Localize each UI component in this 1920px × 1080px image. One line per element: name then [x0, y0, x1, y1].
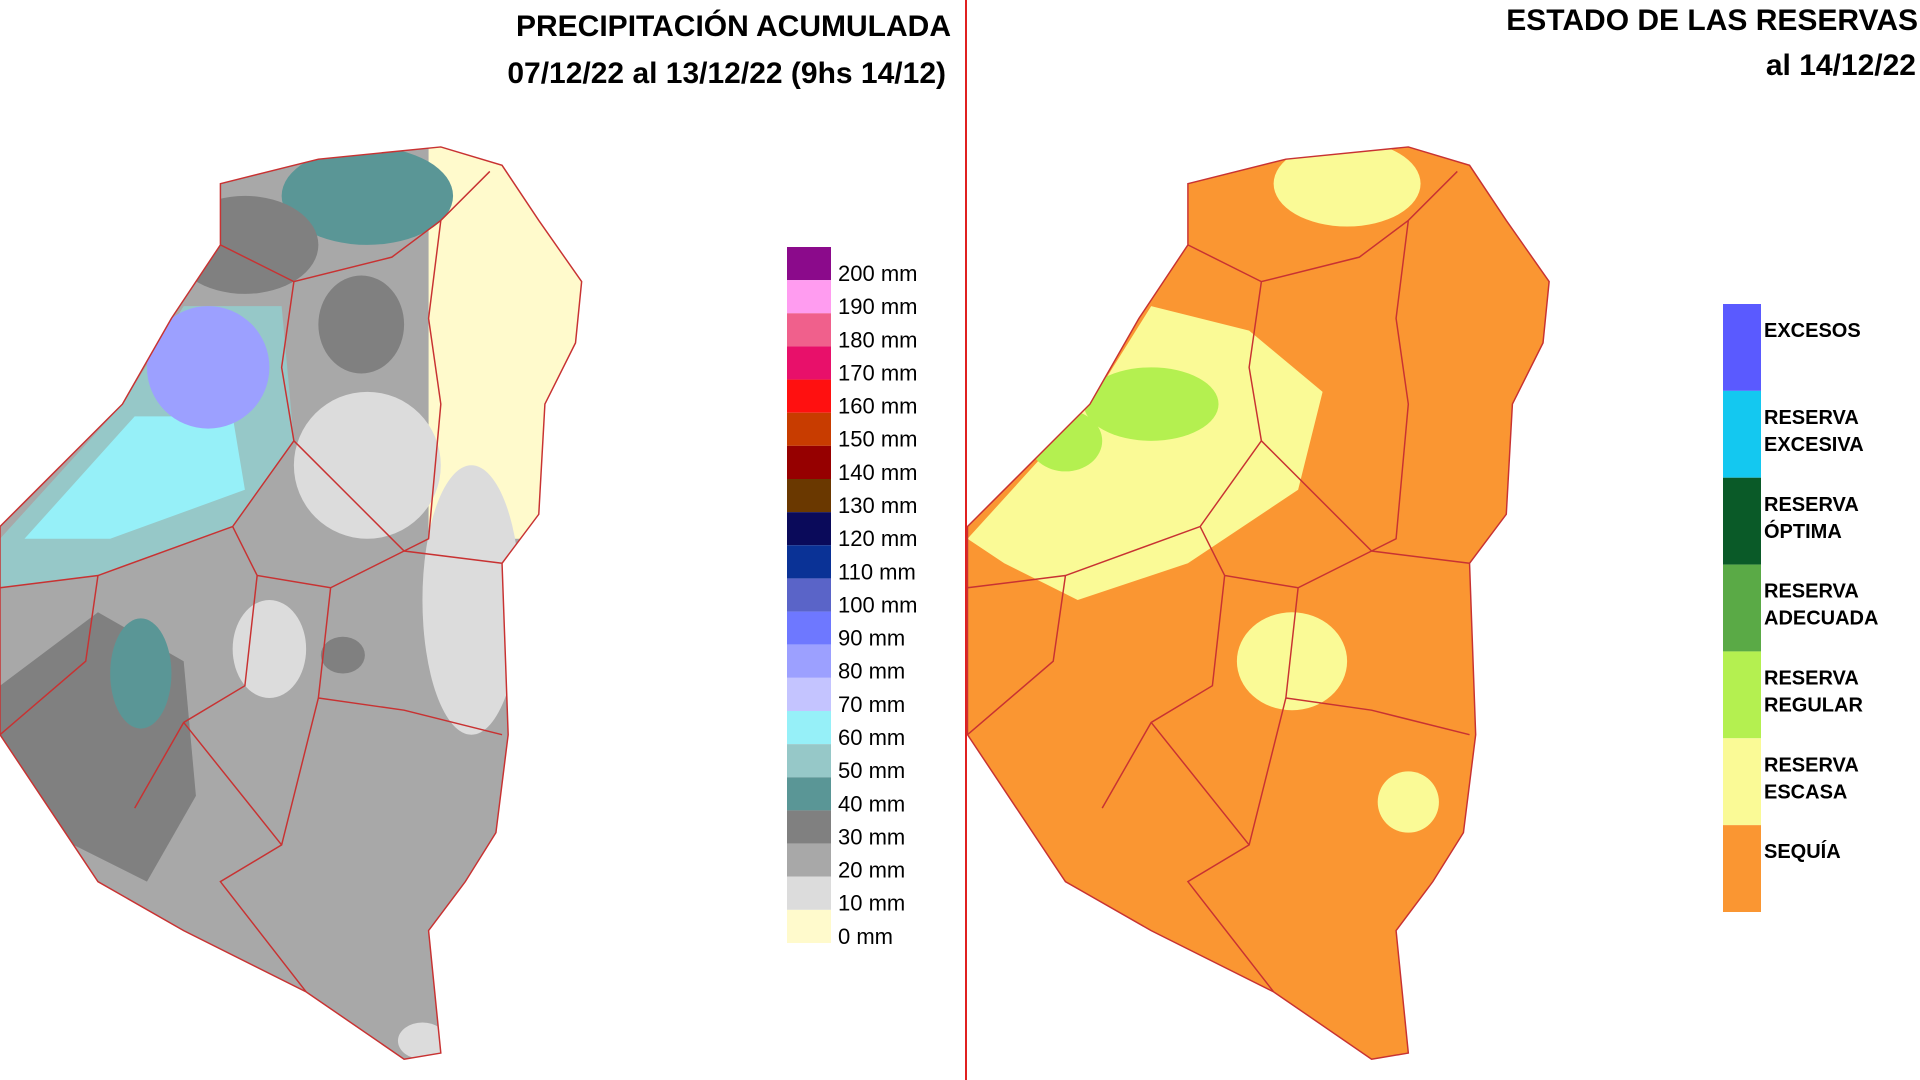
legend-swatch — [787, 545, 831, 579]
legend-label: EXCESIVA — [1764, 434, 1864, 456]
legend-swatch — [787, 247, 831, 281]
legend-label: RESERVA — [1764, 494, 1859, 516]
legend-label: 10 mm — [838, 891, 905, 916]
legend-label: 70 mm — [838, 692, 905, 717]
reserve-map — [966, 146, 1550, 1060]
legend-label: 20 mm — [838, 858, 905, 883]
legends: 200 mm 190 mm 180 mm 170 mm 160 mm 150 mm 140 … — [787, 247, 1878, 949]
legend-label: RESERVA — [1764, 407, 1859, 429]
legend-label: 130 mm — [838, 493, 917, 518]
legend-label: 160 mm — [838, 394, 917, 419]
legend-label: 200 mm — [838, 261, 917, 286]
legend-label: RESERVA — [1764, 581, 1859, 603]
legend-label: ADECUADA — [1764, 608, 1878, 630]
legend-label: 170 mm — [838, 360, 917, 385]
legend-swatch — [787, 777, 831, 811]
legend-swatch — [1723, 564, 1761, 652]
legend-swatch — [787, 876, 831, 910]
legend-swatch — [787, 677, 831, 711]
legend-label: 0 mm — [838, 924, 893, 949]
legend-label: REGULAR — [1764, 695, 1863, 717]
legend-swatch — [1723, 477, 1761, 565]
legend-swatch — [787, 711, 831, 745]
legend-label: RESERVA — [1764, 754, 1859, 776]
legend-label: ÓPTIMA — [1764, 519, 1842, 543]
legend-swatch — [1723, 825, 1761, 912]
legend-swatch — [787, 346, 831, 380]
legend-label: 110 mm — [838, 559, 916, 584]
legend-label: 140 mm — [838, 460, 917, 485]
right-title: ESTADO DE LAS RESERVAS — [1506, 4, 1918, 37]
legend-swatch — [787, 644, 831, 678]
legend-label: 120 mm — [838, 526, 917, 551]
legend-label: RESERVA — [1764, 668, 1859, 690]
legend-label: 100 mm — [838, 592, 917, 617]
legend-label: 90 mm — [838, 626, 905, 651]
legend-label: 50 mm — [838, 758, 905, 783]
legend-swatch — [787, 412, 831, 446]
legend-label: 40 mm — [838, 791, 905, 816]
left-subtitle: 07/12/22 al 13/12/22 (9hs 14/12) — [507, 57, 946, 90]
legend-swatch — [787, 512, 831, 546]
right-subtitle: al 14/12/22 — [1766, 49, 1916, 82]
legend-label: 190 mm — [838, 294, 917, 319]
legend-label: SEQUÍA — [1764, 840, 1841, 863]
legend-label: ESCASA — [1764, 781, 1847, 803]
legend-swatch — [787, 445, 831, 479]
left-title: PRECIPITACIÓN ACUMULADA — [516, 9, 951, 43]
legend-swatch — [787, 578, 831, 612]
legend-swatch — [1723, 738, 1761, 826]
legend-swatch — [787, 843, 831, 877]
legend-swatch — [787, 379, 831, 413]
legend-swatch — [787, 810, 831, 844]
legend-swatch — [787, 611, 831, 645]
legend-swatch — [1723, 390, 1761, 478]
legend-label: 150 mm — [838, 427, 917, 452]
legend-label: 80 mm — [838, 659, 905, 684]
legend-label: EXCESOS — [1764, 320, 1861, 342]
legend-swatch — [787, 479, 831, 513]
legend-label: 30 mm — [838, 824, 905, 849]
legend-swatch — [787, 744, 831, 778]
legend-swatch — [1723, 304, 1761, 391]
precip-map — [0, 146, 583, 1060]
legend-label: 180 mm — [838, 327, 917, 352]
legend-swatch — [787, 313, 831, 347]
legend-label: 60 mm — [838, 725, 905, 750]
legend-swatch — [1723, 651, 1761, 739]
legend-swatch — [787, 909, 831, 943]
legend-swatch — [787, 280, 831, 314]
